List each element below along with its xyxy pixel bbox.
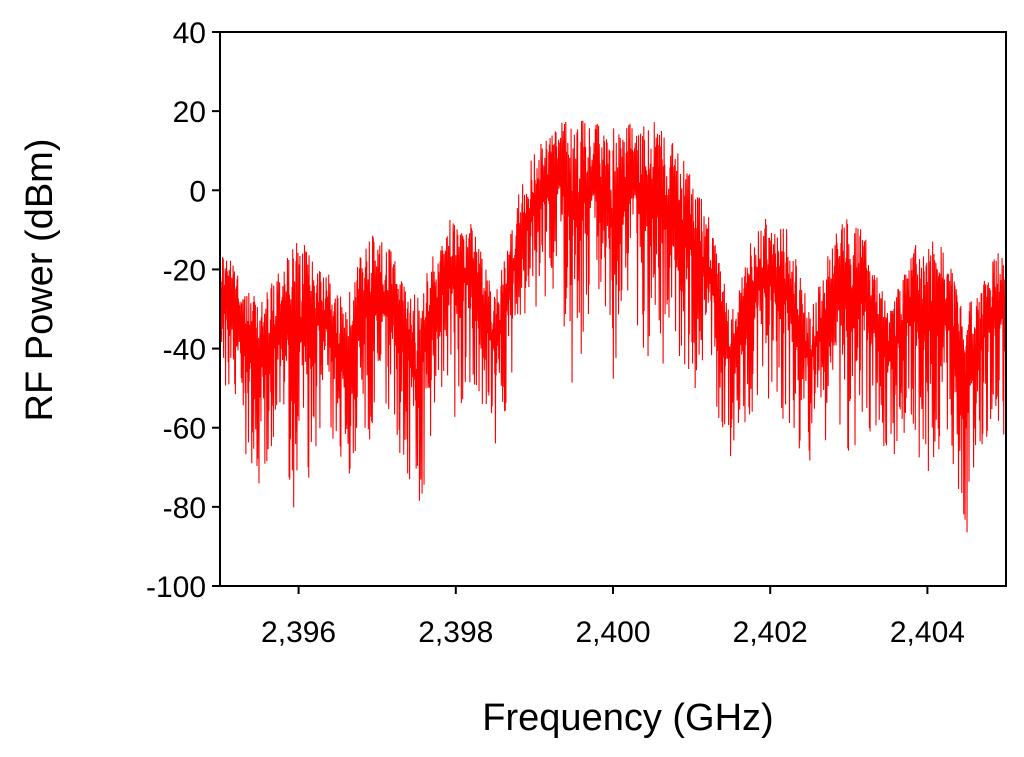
plot-area: [219, 120, 1007, 533]
rf-power-trace: [219, 120, 1007, 533]
y-tick-label: 0: [189, 175, 206, 208]
y-tick-label: -40: [163, 334, 206, 367]
y-axis-ticks: 40 20 0 -20 -40 -60 -80 -100: [146, 17, 220, 604]
x-tick-label: 2,396: [261, 616, 336, 649]
x-axis-ticks: 2,396 2,398 2,400 2,402 2,404: [261, 586, 965, 649]
y-tick-label: -60: [163, 413, 206, 446]
x-tick-label: 2,404: [890, 616, 965, 649]
y-tick-label: 40: [173, 17, 206, 50]
series-line-rf-power: [219, 120, 1007, 533]
x-tick-label: 2,400: [575, 616, 650, 649]
x-tick-label: 2,402: [733, 616, 808, 649]
y-tick-label: -20: [163, 254, 206, 287]
y-axis-label: RF Power (dBm): [19, 139, 61, 422]
y-tick-label: 20: [173, 96, 206, 129]
y-tick-label: -80: [163, 492, 206, 525]
x-axis-label: Frequency (GHz): [482, 697, 773, 739]
y-tick-label: -100: [146, 571, 206, 604]
x-tick-label: 2,398: [418, 616, 493, 649]
